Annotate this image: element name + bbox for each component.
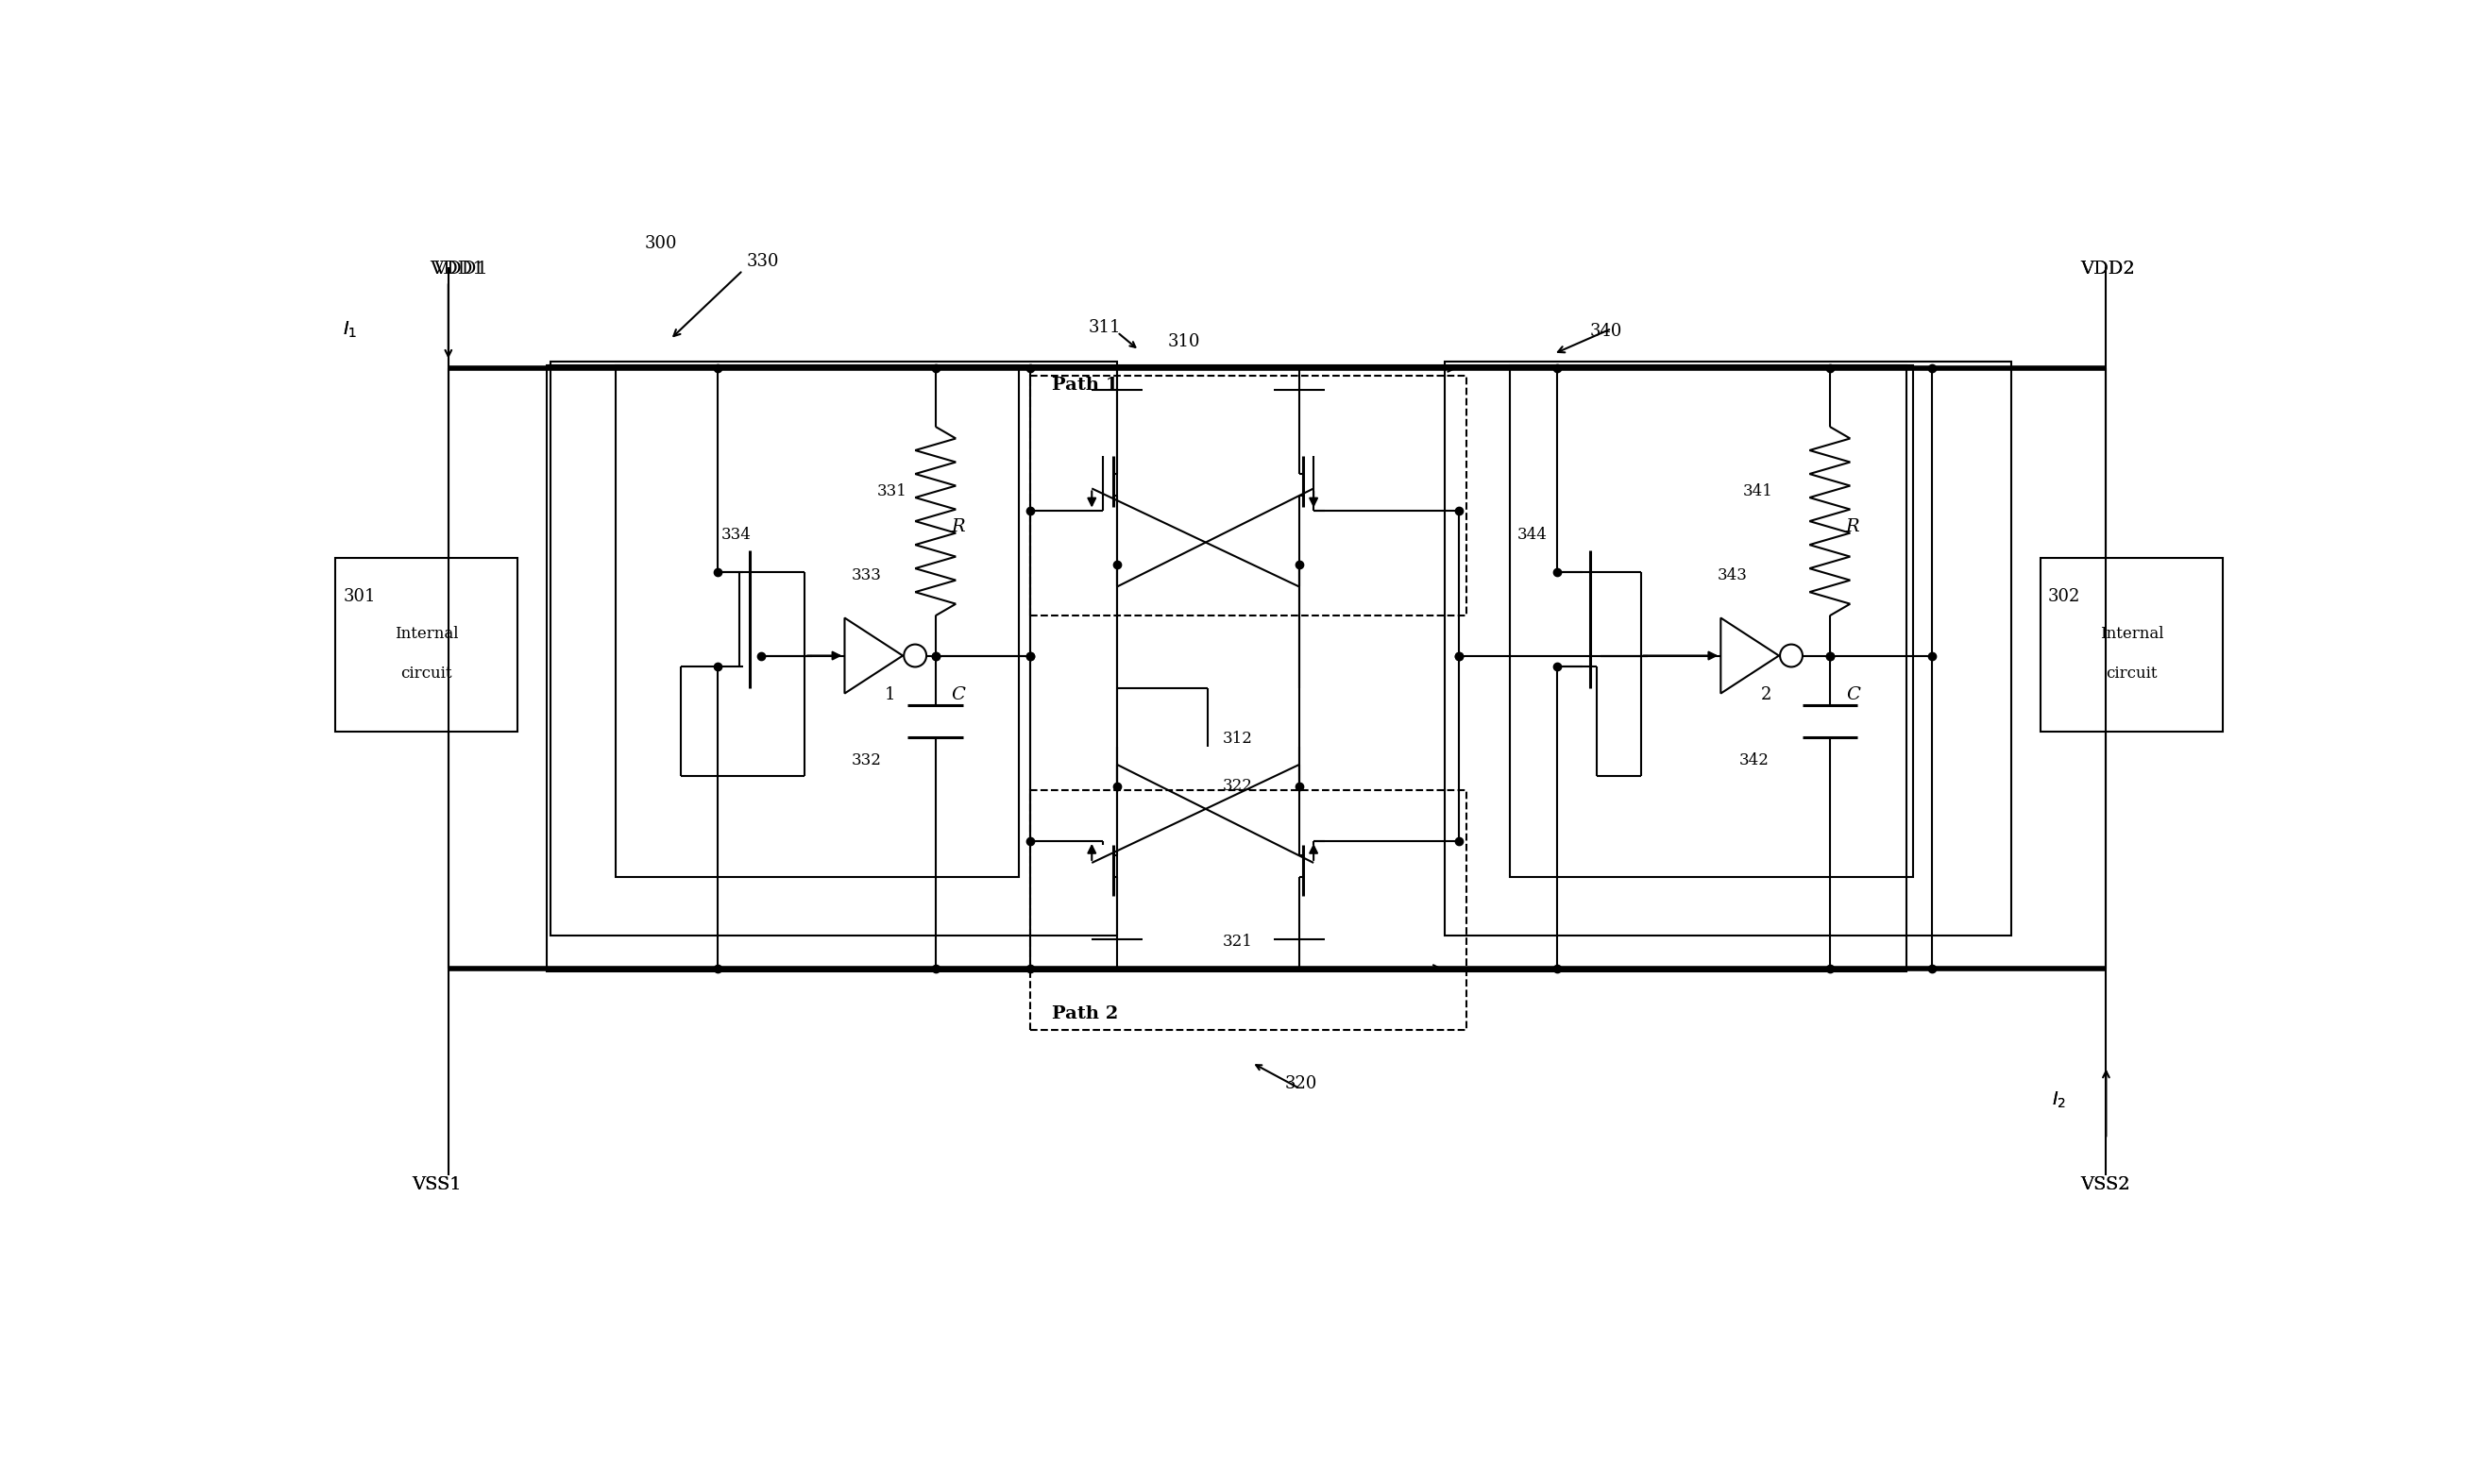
Bar — [336, 558, 518, 732]
Text: VSS1: VSS1 — [411, 1177, 461, 1193]
Text: C: C — [951, 686, 966, 703]
Text: 333: 333 — [852, 567, 881, 583]
Text: 340: 340 — [1589, 322, 1623, 340]
Text: 1: 1 — [884, 686, 896, 703]
Bar — [1444, 361, 2012, 935]
Text: 300: 300 — [645, 236, 677, 252]
Text: Path 2: Path 2 — [1051, 1006, 1118, 1022]
Text: VSS1: VSS1 — [411, 1177, 461, 1193]
Text: 320: 320 — [1285, 1074, 1317, 1092]
Text: 312: 312 — [1223, 730, 1252, 746]
Text: 302: 302 — [2047, 588, 2079, 605]
Text: 321: 321 — [1223, 933, 1252, 950]
Text: C: C — [1845, 686, 1860, 703]
Text: 341: 341 — [1743, 484, 1773, 500]
Text: 331: 331 — [876, 484, 906, 500]
Bar — [550, 361, 1118, 935]
Bar — [615, 365, 1018, 877]
Bar — [545, 365, 1907, 972]
Text: Internal: Internal — [2099, 626, 2164, 643]
Text: VDD2: VDD2 — [2082, 261, 2134, 278]
Text: $I_1$: $I_1$ — [344, 319, 356, 340]
Text: 330: 330 — [747, 254, 779, 270]
Text: VDD1: VDD1 — [431, 261, 486, 278]
Text: circuit: circuit — [401, 666, 453, 681]
Text: VSS2: VSS2 — [2082, 1177, 2131, 1193]
Text: 301: 301 — [344, 588, 376, 605]
Text: VSS2: VSS2 — [2082, 1177, 2131, 1193]
Text: Path 1: Path 1 — [1051, 377, 1118, 393]
Bar — [1509, 365, 1912, 877]
Text: VDD1: VDD1 — [433, 261, 488, 278]
Text: $I_2$: $I_2$ — [2052, 1089, 2067, 1110]
Text: 310: 310 — [1168, 334, 1200, 350]
Text: VDD2: VDD2 — [2082, 261, 2134, 278]
Text: circuit: circuit — [2107, 666, 2156, 681]
Text: 2: 2 — [1760, 686, 1770, 703]
Text: 311: 311 — [1088, 319, 1120, 335]
Text: 342: 342 — [1738, 752, 1768, 769]
Text: R: R — [951, 519, 966, 536]
Text: $I_1$: $I_1$ — [344, 319, 356, 340]
Text: 322: 322 — [1223, 778, 1252, 794]
Text: R: R — [1845, 519, 1860, 536]
Text: 332: 332 — [852, 752, 881, 769]
Text: 334: 334 — [722, 527, 752, 543]
Bar — [2042, 558, 2224, 732]
Bar — [1031, 789, 1467, 1030]
Text: Internal: Internal — [396, 626, 458, 643]
Text: $I_2$: $I_2$ — [2052, 1089, 2067, 1110]
Bar — [1031, 375, 1467, 616]
Text: 344: 344 — [1516, 527, 1546, 543]
Text: 343: 343 — [1718, 567, 1748, 583]
